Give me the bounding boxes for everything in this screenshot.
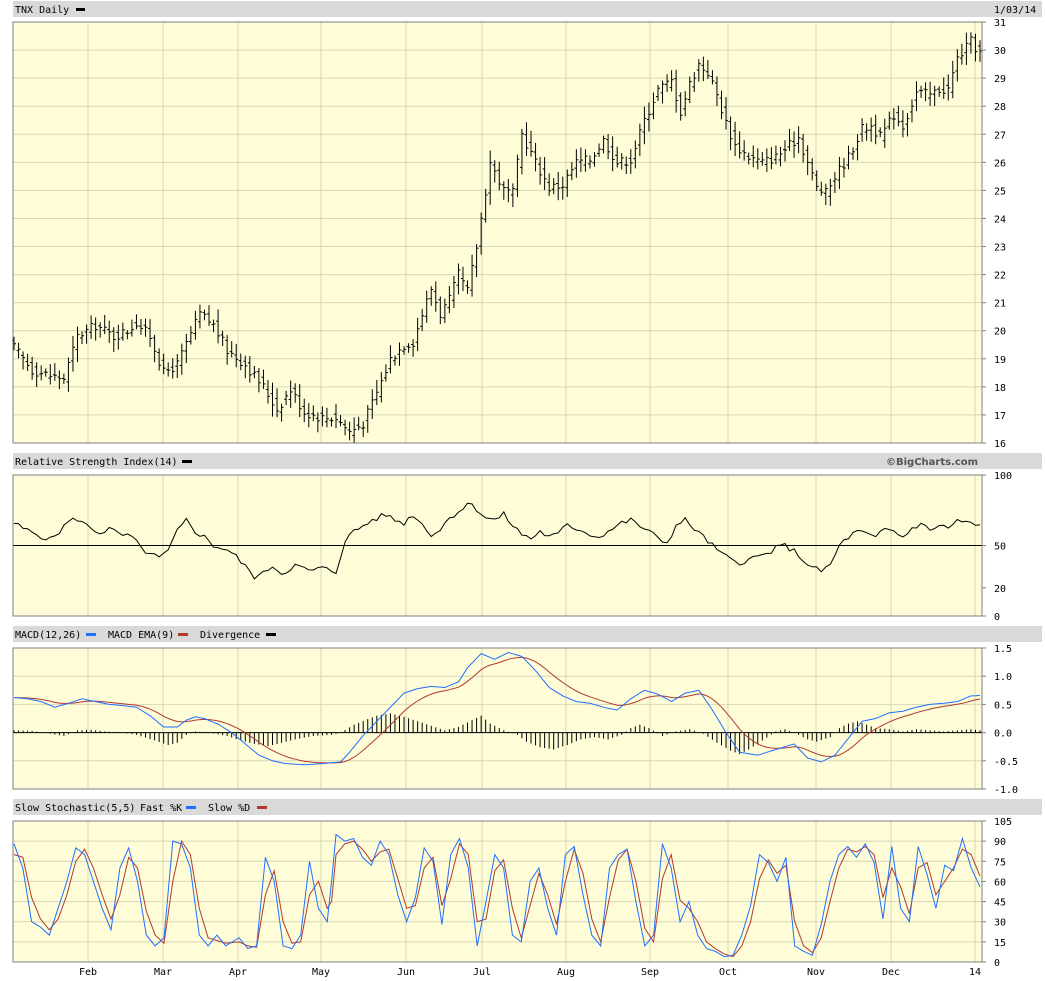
- y-tick-label: 24: [994, 214, 1006, 225]
- y-tick-label: 30: [994, 46, 1006, 57]
- x-tick-label: Jul: [473, 967, 491, 978]
- y-tick-label: 45: [994, 898, 1006, 909]
- y-tick-label: 0: [994, 958, 1000, 969]
- y-tick-label: 27: [994, 130, 1006, 141]
- y-tick-label: 90: [994, 837, 1006, 848]
- divergence-label: Divergence: [200, 630, 260, 641]
- x-tick-label: Dec: [882, 967, 900, 978]
- y-tick-label: 105: [994, 817, 1012, 828]
- divergence-legend-swatch: [266, 633, 276, 636]
- y-tick-label: -1.0: [994, 785, 1018, 796]
- y-tick-label: 20: [994, 327, 1006, 338]
- x-tick-label: Sep: [641, 967, 659, 978]
- macd-title: MACD(12,26): [15, 630, 81, 641]
- rsi-plot-frame: [12, 474, 983, 617]
- fast-k-line: [13, 833, 981, 958]
- y-tick-label: 18: [994, 383, 1006, 394]
- macd-plot-area: [13, 648, 982, 789]
- x-tick-label: Jun: [397, 967, 415, 978]
- x-tick-label: Apr: [229, 967, 247, 978]
- stoch-plot-area: [13, 821, 982, 962]
- y-tick-label: 17: [994, 411, 1006, 422]
- y-tick-label: 20: [994, 584, 1006, 595]
- y-tick-label: 0.5: [994, 700, 1012, 711]
- y-tick-label: -0.5: [994, 757, 1018, 768]
- rsi-line: [13, 502, 981, 580]
- stoch-title: Slow Stochastic(5,5): [15, 803, 135, 814]
- axis-ticks: 16 17 18 19 20 21 22 23 24 25 26 27 28 29 30 31 0 20 50 100…: [79, 18, 1018, 978]
- stoch-panel-header: [13, 799, 1042, 815]
- slow-d-legend-swatch: [257, 806, 267, 809]
- y-tick-label: 16: [994, 439, 1006, 450]
- price-plot-frame: [12, 21, 983, 444]
- y-tick-label: 19: [994, 355, 1006, 366]
- macd-panel-header: [13, 626, 1042, 642]
- y-tick-label: 75: [994, 857, 1006, 868]
- macd-ema-label: MACD EMA(9): [108, 630, 174, 641]
- macd-line: [13, 651, 981, 766]
- x-tick-label: 14: [969, 967, 981, 978]
- y-tick-label: 25: [994, 186, 1006, 197]
- fast-k-label: Fast %K: [140, 803, 182, 814]
- stoch-plot-frame: [12, 820, 983, 963]
- bigcharts-credit[interactable]: ©BigCharts.com: [886, 457, 978, 468]
- x-tick-label: Feb: [79, 967, 97, 978]
- y-tick-label: 60: [994, 877, 1006, 888]
- rsi-title: Relative Strength Index(14): [15, 457, 178, 468]
- macd-ema-line: [13, 656, 981, 764]
- price-title: TNX Daily: [15, 5, 69, 16]
- x-tick-label: Mar: [154, 967, 172, 978]
- fast-k-legend-swatch: [186, 806, 196, 809]
- slow-d-label: Slow %D: [208, 803, 250, 814]
- y-tick-label: 22: [994, 271, 1006, 282]
- y-tick-label: 1.5: [994, 644, 1012, 655]
- y-tick-label: 30: [994, 918, 1006, 929]
- price-date-label: 1/03/14: [994, 5, 1036, 16]
- price-bars: [12, 32, 982, 443]
- rsi-series: [13, 502, 982, 580]
- rsi-panel-header: [13, 453, 1042, 469]
- x-tick-label: Oct: [719, 967, 737, 978]
- y-tick-label: 23: [994, 243, 1006, 254]
- y-tick-label: 29: [994, 74, 1006, 85]
- rsi-legend-swatch: [182, 460, 192, 463]
- x-tick-label: Aug: [557, 967, 575, 978]
- y-tick-label: 15: [994, 938, 1006, 949]
- y-tick-label: 1.0: [994, 672, 1012, 683]
- y-tick-label: 31: [994, 18, 1006, 29]
- x-tick-label: May: [312, 967, 330, 978]
- y-tick-label: 100: [994, 471, 1012, 482]
- price-plot-area: [13, 22, 982, 443]
- x-tick-label: Nov: [807, 967, 825, 978]
- y-tick-label: 28: [994, 102, 1006, 113]
- macd-plot-frame: [12, 647, 983, 790]
- price-panel-header: [13, 1, 1042, 17]
- y-tick-label: 0.0: [994, 729, 1012, 740]
- y-tick-label: 50: [994, 542, 1006, 553]
- y-tick-label: 21: [994, 299, 1006, 310]
- macd-legend-swatch: [86, 633, 96, 636]
- macd-series: [13, 651, 982, 766]
- macd-ema-legend-swatch: [178, 633, 188, 636]
- price-legend-swatch: [76, 8, 85, 11]
- y-tick-label: 26: [994, 158, 1006, 169]
- stochastic-series: [13, 833, 981, 958]
- y-tick-label: 0: [994, 612, 1000, 623]
- slow-d-line: [13, 839, 981, 958]
